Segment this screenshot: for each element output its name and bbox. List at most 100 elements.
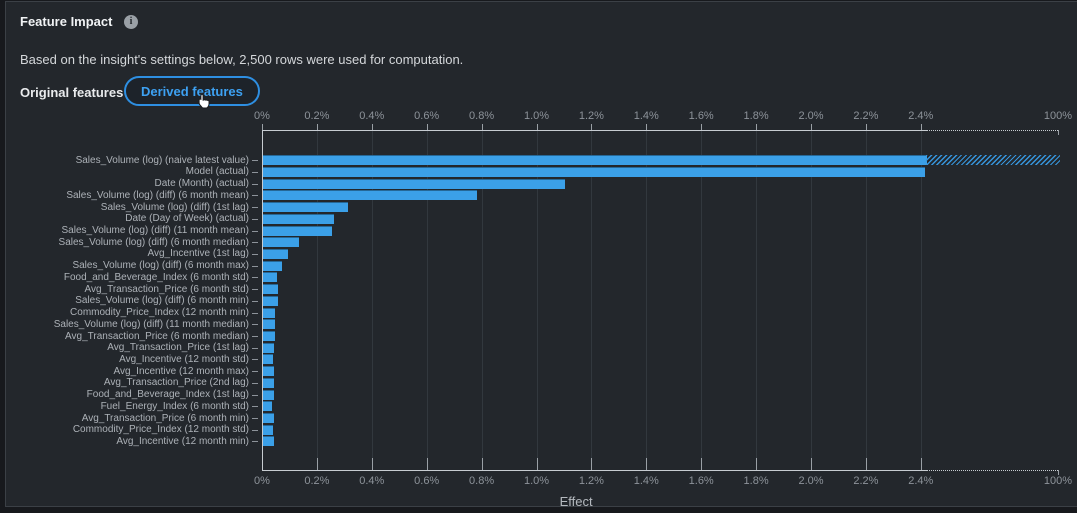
gridline	[426, 131, 428, 470]
x-axis-tick-top	[371, 124, 373, 130]
y-axis-tick	[252, 336, 258, 337]
bar[interactable]	[263, 436, 274, 447]
x-axis-break-label-bottom: 100%	[1043, 475, 1073, 487]
x-axis-tick-label-bottom: 1.2%	[578, 475, 604, 487]
bar[interactable]	[263, 377, 275, 388]
gridline	[920, 131, 922, 470]
bar[interactable]	[263, 331, 276, 341]
x-axis-tick-label-top: 2.0%	[798, 110, 824, 122]
y-axis-label: Avg_Transaction_Price (6 month min)	[81, 412, 249, 424]
x-axis-tick-top	[536, 124, 538, 130]
x-axis-title: Effect	[559, 494, 593, 509]
y-axis-label: Avg_Transaction_Price (6 month median)	[65, 330, 249, 342]
x-axis-tick-label-bottom: 1.6%	[688, 475, 714, 487]
bar[interactable]	[263, 413, 274, 424]
y-axis-label: Sales_Volume (log) (diff) (6 month media…	[58, 236, 249, 248]
gridline	[481, 131, 483, 470]
x-axis-tick-top	[262, 124, 263, 130]
x-axis-break-end-tick	[1058, 470, 1059, 475]
bar[interactable]	[263, 354, 273, 365]
bar-overflow-hatch	[926, 155, 1060, 166]
y-axis-label: Sales_Volume (log) (diff) (11 month mean…	[61, 225, 250, 237]
bar[interactable]	[263, 424, 273, 435]
y-axis-label: Fuel_Energy_Index (6 month std)	[100, 400, 249, 412]
bar[interactable]	[263, 248, 288, 259]
x-axis-tick-label-top: 1.0%	[523, 110, 550, 122]
bar[interactable]	[263, 272, 277, 283]
x-axis-tick-label-bottom: 0.4%	[359, 475, 385, 487]
x-axis-tick-top	[920, 124, 922, 130]
x-axis-tick-label-bottom: 0%	[254, 475, 270, 487]
y-axis-label: Avg_Transaction_Price (1st lag)	[107, 342, 249, 354]
x-axis-tick-bottom	[536, 458, 538, 470]
y-axis-tick	[252, 265, 258, 267]
y-axis-label: Date (Month) (actual)	[154, 178, 249, 190]
bar[interactable]	[263, 213, 335, 224]
x-axis-tick-top	[591, 124, 593, 130]
bar[interactable]	[263, 401, 273, 412]
bar[interactable]	[263, 190, 478, 201]
y-axis-tick	[252, 406, 258, 408]
bar[interactable]	[263, 225, 332, 236]
x-axis-tick-label-bottom: 2.4%	[908, 475, 934, 487]
x-axis-line-top	[262, 130, 927, 131]
feature-impact-panel	[5, 1, 1077, 507]
y-axis-label: Avg_Transaction_Price (2nd lag)	[103, 377, 249, 389]
y-axis-label: Commodity_Price_Index (12 month std)	[72, 424, 249, 436]
bar[interactable]	[263, 284, 278, 295]
page-title: Feature Impact	[20, 14, 113, 29]
y-axis-label: Sales_Volume (log) (naive latest value)	[75, 154, 249, 166]
y-axis-line	[262, 130, 263, 470]
y-axis-tick	[252, 289, 258, 291]
gridline	[756, 131, 758, 470]
gridline	[536, 131, 538, 470]
y-axis-tick	[252, 242, 258, 244]
bar[interactable]	[263, 260, 283, 271]
y-axis-label: Avg_Transaction_Price (6 month std)	[84, 283, 249, 295]
x-axis-tick-label-bottom: 1.8%	[743, 475, 769, 487]
x-axis-tick-label-top: 1.8%	[743, 110, 769, 122]
bar[interactable]	[263, 342, 275, 353]
bar[interactable]	[263, 166, 925, 177]
bar[interactable]	[263, 202, 349, 213]
y-axis-tick	[252, 418, 258, 420]
y-axis-tick	[252, 253, 258, 255]
y-axis-label: Avg_Incentive (12 month max)	[113, 365, 249, 377]
x-axis-tick-top	[701, 124, 703, 130]
bar[interactable]	[263, 295, 278, 306]
bar[interactable]	[263, 237, 299, 248]
bar[interactable]	[263, 307, 276, 318]
x-axis-tick-label-top: 2.2%	[853, 110, 879, 122]
x-axis-break-label-top: 100%	[1043, 110, 1073, 122]
x-axis-tick-bottom	[811, 458, 812, 470]
y-axis-label: Sales_Volume (log) (diff) (11 month medi…	[53, 318, 249, 330]
bar[interactable]	[263, 389, 274, 400]
x-axis-tick-top	[756, 124, 758, 130]
y-axis-tick	[252, 371, 258, 373]
info-icon[interactable]: i	[124, 15, 138, 29]
x-axis-tick-top	[646, 124, 648, 130]
settings-summary-text: Based on the insight's settings below, 2…	[20, 52, 464, 67]
x-axis-tick-top	[426, 124, 428, 130]
y-axis-label: Avg_Incentive (12 month min)	[116, 435, 249, 447]
x-axis-tick-label-top: 1.6%	[688, 110, 714, 122]
bar[interactable]	[263, 366, 274, 377]
bar[interactable]	[263, 319, 276, 330]
bar[interactable]	[263, 155, 928, 166]
x-axis-tick-label-top: 0.4%	[359, 110, 385, 122]
bar[interactable]	[263, 178, 565, 189]
y-axis-tick	[252, 277, 258, 279]
x-axis-tick-top	[481, 124, 483, 130]
tab-original-features[interactable]: Original features	[20, 85, 124, 100]
gridline	[591, 131, 593, 470]
x-axis-tick-label-top: 0.2%	[304, 110, 330, 122]
tab-derived-features[interactable]: Derived features	[124, 76, 260, 106]
x-axis-tick-bottom	[371, 458, 373, 470]
y-axis-tick	[252, 183, 258, 185]
y-axis-tick	[252, 441, 258, 443]
y-axis-label: Food_and_Beverage_Index (6 month std)	[63, 271, 249, 283]
y-axis-label: Sales_Volume (log) (diff) (6 month min)	[75, 295, 249, 307]
y-axis-tick	[252, 359, 258, 361]
y-axis-tick	[252, 394, 258, 396]
x-axis-break-end-tick	[1058, 130, 1059, 135]
